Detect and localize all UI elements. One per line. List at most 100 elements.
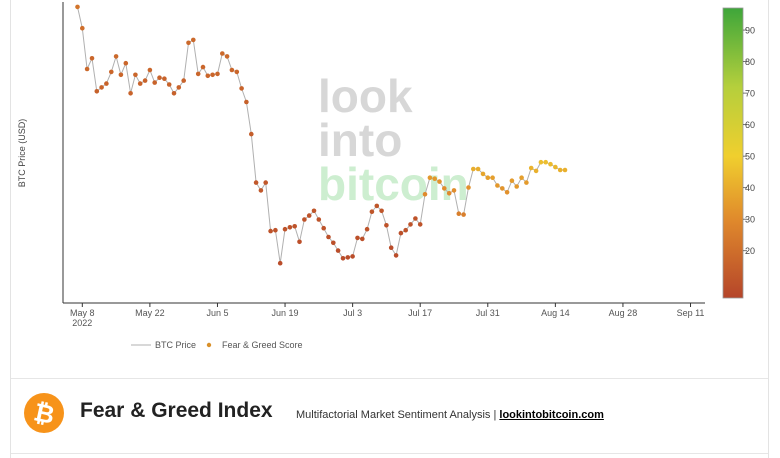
bitcoin-logo-icon: ₿ — [24, 393, 64, 433]
x-tick-label: Jul 3 — [343, 308, 362, 318]
fear-greed-point — [495, 183, 500, 188]
fear-greed-point — [80, 25, 85, 31]
fear-greed-point — [335, 248, 341, 253]
fear-greed-point — [350, 254, 355, 259]
fear-greed-point — [258, 188, 264, 193]
fear-greed-point — [234, 69, 240, 75]
x-tick-label: May 22 — [135, 308, 165, 318]
fear-greed-point — [181, 78, 186, 83]
fear-greed-point — [282, 226, 288, 232]
fear-greed-point — [403, 227, 409, 233]
legend-label-fear-greed: Fear & Greed Score — [222, 340, 303, 350]
fear-greed-point — [171, 91, 177, 96]
fear-greed-point — [166, 82, 172, 87]
fear-greed-point — [451, 188, 457, 193]
fear-greed-point — [533, 168, 539, 174]
x-tick-label: Aug 28 — [609, 308, 638, 318]
fear-greed-point — [427, 175, 433, 180]
fear-greed-point — [422, 192, 428, 197]
fear-greed-point — [355, 235, 360, 241]
fear-greed-point — [509, 178, 515, 183]
watermark-line: look — [318, 70, 413, 122]
fear-greed-point — [442, 186, 447, 191]
fear-greed-point — [393, 253, 399, 258]
fear-greed-point — [109, 69, 114, 75]
fear-greed-point — [398, 230, 404, 236]
fear-greed-point — [461, 212, 466, 217]
fear-greed-point — [485, 175, 491, 180]
fear-greed-point — [292, 224, 298, 229]
fear-greed-point — [321, 225, 327, 231]
fear-greed-point — [446, 191, 452, 196]
fear-greed-point — [99, 85, 104, 90]
colorbar-tick-label: 80 — [745, 57, 755, 67]
fear-greed-point — [220, 51, 225, 56]
fear-greed-point — [215, 71, 220, 77]
watermark-line: bitcoin — [318, 158, 469, 210]
x-tick-label: Jun 5 — [206, 308, 228, 318]
fear-greed-point — [519, 175, 524, 180]
x-tick-sublabel: 2022 — [72, 318, 92, 328]
fear-greed-point — [384, 223, 389, 228]
fear-greed-point — [186, 40, 191, 46]
fear-greed-point — [500, 186, 505, 191]
fear-greed-point — [113, 54, 119, 59]
fear-greed-point — [195, 71, 201, 77]
fear-greed-point — [437, 179, 442, 184]
fear-greed-point — [239, 86, 244, 91]
fear-greed-point — [253, 180, 259, 185]
fear-greed-point — [142, 78, 148, 83]
fear-greed-point — [528, 165, 534, 171]
fear-greed-point — [128, 91, 133, 96]
fear-greed-point — [123, 60, 129, 66]
colorbar-tick-label: 50 — [745, 152, 755, 162]
fear-greed-point — [277, 260, 283, 266]
site-link[interactable]: lookintobitcoin.com — [499, 409, 604, 421]
fear-greed-point — [490, 175, 495, 180]
fear-greed-point — [162, 76, 167, 81]
fear-greed-point — [562, 167, 568, 173]
fear-greed-point — [543, 159, 548, 165]
fear-greed-point — [557, 167, 563, 173]
fear-greed-point — [224, 54, 230, 59]
fear-greed-point — [249, 131, 254, 137]
x-tick-label: Aug 14 — [541, 308, 570, 318]
fear-greed-point — [379, 208, 384, 214]
fear-greed-point — [466, 185, 471, 190]
fear-greed-point — [360, 236, 365, 242]
x-tick-label: Jul 17 — [408, 308, 432, 318]
fear-greed-point — [388, 245, 394, 250]
y-axis-label: BTC Price (USD) — [17, 119, 27, 188]
chart-frame — [10, 0, 769, 458]
x-tick-label: Jun 19 — [272, 308, 299, 318]
fear-greed-point — [147, 67, 153, 73]
fear-greed-point — [326, 234, 331, 240]
fear-greed-point — [432, 176, 438, 181]
fear-greed-point — [229, 67, 235, 73]
fear-greed-point — [524, 180, 529, 185]
colorbar-tick-label: 20 — [745, 246, 755, 256]
fear-greed-point — [538, 159, 544, 165]
fear-greed-point — [316, 217, 322, 222]
fear-greed-point — [210, 72, 215, 78]
legend-label-btc-price: BTC Price — [155, 340, 196, 350]
page-subtitle: Multifactorial Market Sentiment Analysis… — [296, 409, 604, 421]
colorbar-tick-label: 90 — [745, 26, 755, 36]
x-tick-label: May 8 — [70, 308, 95, 318]
fear-greed-point — [94, 89, 100, 94]
fear-greed-point — [75, 4, 80, 10]
watermark-line: into — [318, 114, 402, 166]
fear-greed-point — [475, 166, 481, 172]
colorbar-tick-label: 40 — [745, 183, 755, 193]
fear-greed-point — [413, 216, 418, 221]
fear-greed-point — [408, 222, 413, 227]
fear-greed-point — [200, 64, 206, 70]
colorbar-tick-label: 60 — [745, 120, 755, 130]
fear-greed-point — [480, 171, 486, 177]
fear-greed-point — [137, 81, 143, 86]
fear-greed-point — [302, 217, 307, 222]
fear-greed-point — [340, 255, 346, 261]
colorbar-tick-label: 70 — [745, 89, 755, 99]
subtitle-text: Multifactorial Market Sentiment Analysis… — [296, 409, 500, 421]
fear-greed-point — [374, 203, 380, 209]
